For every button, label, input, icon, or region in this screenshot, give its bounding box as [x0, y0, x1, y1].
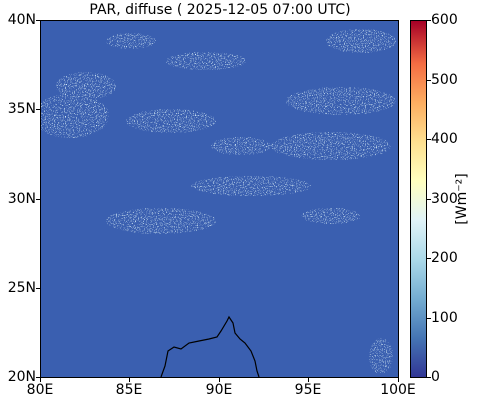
x-tickmark	[129, 378, 130, 382]
colorbar-tick-label: 200	[431, 250, 458, 266]
colorbar-tick-label: 600	[431, 12, 458, 28]
cloud-patch	[56, 72, 116, 100]
cloud-patch	[211, 137, 271, 155]
colorbar-tick-label: 500	[431, 72, 458, 88]
y-tickmark	[36, 288, 40, 289]
colorbar-tickmark	[427, 139, 431, 140]
y-tick-label: 25N	[7, 280, 36, 296]
x-tick-label: 95E	[294, 382, 322, 398]
cloud-patch	[166, 52, 246, 70]
colorbar-unit-label: [Wm⁻²]	[454, 173, 470, 225]
y-tick-label: 30N	[7, 191, 36, 207]
x-tickmark	[308, 378, 309, 382]
x-tickmark	[40, 378, 41, 382]
cloud-patch	[191, 176, 311, 196]
cloud-patch	[126, 109, 216, 133]
y-tick-label: 20N	[7, 369, 36, 385]
cloud-patch	[106, 208, 216, 234]
x-tick-label: 85E	[115, 382, 143, 398]
x-tick-label: 100E	[380, 382, 416, 398]
y-tick-label: 40N	[7, 12, 36, 28]
cloud-patch	[286, 87, 396, 115]
y-tickmark	[36, 20, 40, 21]
colorbar	[410, 20, 427, 378]
cloud-patch	[271, 132, 391, 160]
map-title: PAR, diffuse ( 2025-12-05 07:00 UTC)	[89, 2, 351, 18]
cloud-patch	[326, 29, 396, 53]
colorbar-tickmark	[427, 20, 431, 21]
cloud-patch	[301, 208, 361, 224]
x-tick-label: 80E	[26, 382, 54, 398]
x-tickmark	[219, 378, 220, 382]
colorbar-tick-label: 100	[431, 310, 458, 326]
cloud-patches	[41, 29, 396, 374]
cloud-patch	[41, 94, 109, 138]
y-tick-label: 35N	[7, 101, 36, 117]
x-tickmark	[398, 378, 399, 382]
cloud-patch	[106, 33, 156, 49]
colorbar-tick-label: 300	[431, 191, 458, 207]
colorbar-tickmark	[427, 318, 431, 319]
colorbar-tickmark	[427, 377, 431, 378]
y-tickmark	[36, 377, 40, 378]
y-tickmark	[36, 109, 40, 110]
colorbar-tick-label: 400	[431, 131, 458, 147]
colorbar-tickmark	[427, 80, 431, 81]
cloud-patch	[369, 338, 393, 374]
coastline	[160, 315, 260, 377]
map-plot-area	[40, 20, 399, 378]
map-canvas	[41, 21, 398, 377]
y-tickmark	[36, 199, 40, 200]
colorbar-tickmark	[427, 199, 431, 200]
colorbar-tickmark	[427, 258, 431, 259]
colorbar-tick-label: 0	[431, 369, 440, 385]
x-tick-label: 90E	[205, 382, 233, 398]
